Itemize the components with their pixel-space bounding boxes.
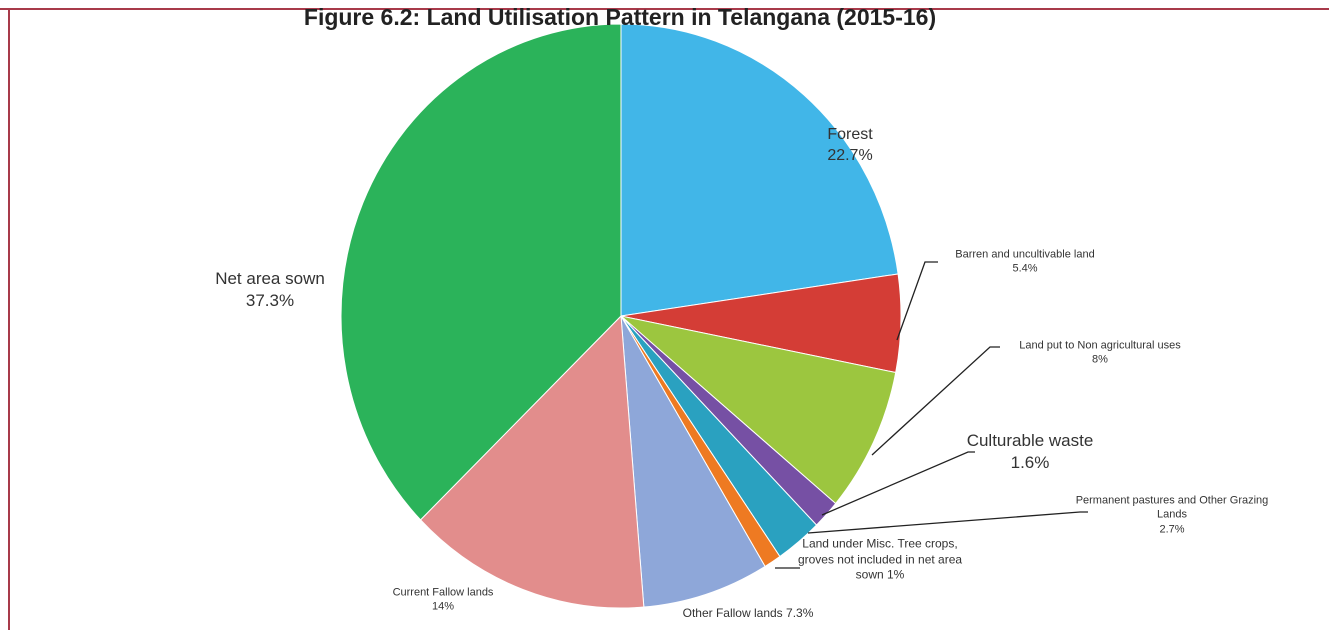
value-label: 1.6%: [1010, 453, 1050, 472]
value-label: 1%: [887, 567, 905, 582]
category-label: Land put to Non agricultural uses: [1019, 339, 1181, 352]
value-label: 22.7%: [827, 147, 873, 164]
pie-slice: [619, 315, 897, 505]
category-label: Other Fallow lands: [682, 606, 783, 621]
value-label: 37.3%: [245, 291, 295, 310]
pie-slice: [620, 23, 899, 317]
category-label: Land under Misc. Tree crops, groves not …: [797, 536, 963, 582]
value-label: 8%: [1092, 354, 1108, 366]
pie-slice: [419, 314, 645, 609]
slice-label: Culturable waste 1.6%: [950, 430, 1110, 474]
value-label: 2.7%: [1159, 523, 1185, 536]
leader-line: [871, 346, 1000, 456]
value-label: 14%: [431, 601, 455, 613]
category-label: Culturable waste: [966, 430, 1094, 450]
value-label: 7.3%: [786, 606, 814, 621]
slice-label: Forest 22.7%: [790, 125, 910, 167]
slice-label: Permanent pastures and Other Grazing Lan…: [1072, 494, 1272, 537]
leader-lines: [775, 261, 1088, 569]
category-label: Permanent pastures and Other Grazing Lan…: [1075, 494, 1269, 521]
slice-label: Land put to Non agricultural uses 8%: [980, 339, 1220, 368]
leader-line: [896, 261, 938, 341]
pie-slice: [620, 315, 766, 608]
slice-label: Land under Misc. Tree crops, groves not …: [795, 537, 965, 584]
pie-slice: [340, 23, 622, 521]
slice-label: Other Fallow lands 7.3%: [648, 606, 848, 622]
value-label: 5.4%: [1012, 263, 1038, 275]
leader-line: [807, 511, 1088, 534]
slice-label: Current Fallow lands 14%: [363, 586, 523, 615]
category-label: Forest: [827, 126, 873, 144]
slice-label: Net area sown 37.3%: [190, 268, 350, 312]
category-label: Net area sown: [215, 268, 325, 288]
chart-title: Figure 6.2: Land Utilisation Pattern in …: [303, 4, 937, 30]
leader-line: [821, 451, 975, 516]
slice-label: Barren and uncultivable land 5.4%: [925, 248, 1125, 277]
category-label: Barren and uncultivable land: [955, 248, 1095, 261]
pie: [340, 23, 902, 609]
category-label: Current Fallow lands: [392, 586, 494, 599]
